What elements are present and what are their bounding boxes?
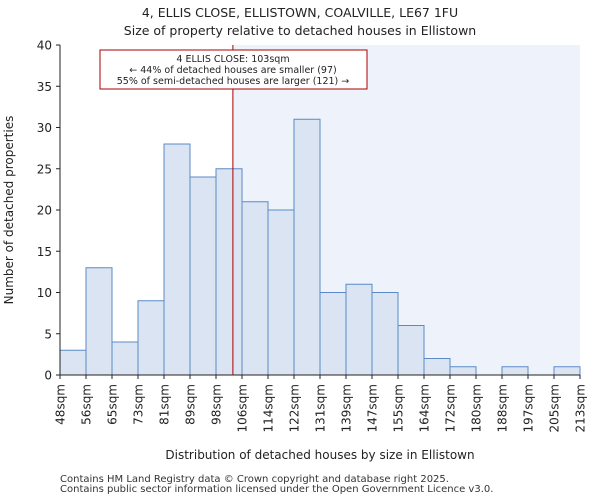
y-tick-label-35: 35 <box>37 80 52 94</box>
bar-65sqm <box>111 341 139 376</box>
annotation-box <box>99 49 368 90</box>
annotation-line-3: 55% of semi-detached houses are larger (… <box>117 76 350 87</box>
x-tick-label-73sqm: 73sqm <box>132 384 146 425</box>
x-tick-label-180sqm: 180sqm <box>470 384 484 432</box>
bar-155sqm <box>397 325 425 376</box>
y-tick-label-10: 10 <box>37 286 52 300</box>
x-tick-label-147sqm: 147sqm <box>366 384 380 432</box>
bar-89sqm <box>189 176 217 376</box>
bar-56sqm <box>85 267 113 376</box>
bar-73sqm <box>137 300 165 376</box>
x-axis-label: Distribution of detached houses by size … <box>165 448 474 462</box>
x-tick-label-114sqm: 114sqm <box>262 384 276 432</box>
x-tick-label-122sqm: 122sqm <box>288 384 302 432</box>
bar-114sqm <box>267 209 295 376</box>
y-tick-label-20: 20 <box>37 204 52 218</box>
y-tick-label-25: 25 <box>37 162 52 176</box>
y-tick-label-5: 5 <box>44 327 52 341</box>
x-tick-label-65sqm: 65sqm <box>106 384 120 425</box>
annotation-line-1: 4 ELLIS CLOSE: 103sqm <box>176 54 289 65</box>
x-tick-label-205sqm: 205sqm <box>548 384 562 432</box>
x-tick-label-56sqm: 56sqm <box>80 384 94 425</box>
x-tick-label-106sqm: 106sqm <box>236 384 250 432</box>
y-ticks-group: 0 5 10 15 20 25 30 35 40 <box>37 39 60 383</box>
x-tick-label-213sqm: 213sqm <box>574 384 588 432</box>
bar-98sqm <box>215 168 243 376</box>
x-tick-label-48sqm: 48sqm <box>54 384 68 425</box>
bar-131sqm <box>319 292 347 376</box>
x-tick-label-98sqm: 98sqm <box>210 384 224 425</box>
x-tick-label-89sqm: 89sqm <box>184 384 198 425</box>
bar-164sqm <box>423 358 451 376</box>
y-tick-label-40: 40 <box>37 39 52 53</box>
bars-group <box>59 118 581 376</box>
x-tick-label-155sqm: 155sqm <box>392 384 406 432</box>
y-tick-label-0: 0 <box>44 369 52 383</box>
x-tick-label-139sqm: 139sqm <box>340 384 354 432</box>
x-tick-label-188sqm: 188sqm <box>496 384 510 432</box>
bar-122sqm <box>293 118 321 376</box>
x-tick-label-197sqm: 197sqm <box>522 384 536 432</box>
x-tick-label-81sqm: 81sqm <box>158 384 172 425</box>
y-tick-label-15: 15 <box>37 245 52 259</box>
bar-172sqm <box>449 366 477 376</box>
chart-title: 4, ELLIS CLOSE, ELLISTOWN, COALVILLE, LE… <box>142 5 458 20</box>
bar-81sqm <box>163 143 191 376</box>
x-ticks-group: 48sqm 56sqm 65sqm 73sqm 81sqm 89sqm 98sqm 106sq… <box>54 375 588 432</box>
y-axis-label: Number of detached properties <box>2 116 16 305</box>
bar-139sqm <box>345 283 373 376</box>
x-tick-label-172sqm: 172sqm <box>444 384 458 432</box>
y-tick-label-30: 30 <box>37 121 52 135</box>
x-tick-label-131sqm: 131sqm <box>314 384 328 432</box>
bar-106sqm <box>241 201 269 376</box>
x-tick-label-164sqm: 164sqm <box>418 384 432 432</box>
annotation-line-2: ← 44% of detached houses are smaller (97… <box>129 65 336 76</box>
bar-48sqm <box>59 349 87 376</box>
footer-line-1: Contains HM Land Registry data © Crown c… <box>60 474 449 485</box>
footer-line-2: Contains public sector information licen… <box>60 484 494 495</box>
chart-subtitle: Size of property relative to detached ho… <box>124 23 476 38</box>
bar-205sqm <box>553 366 581 376</box>
bar-147sqm <box>371 292 399 376</box>
bar-188sqm <box>501 366 529 376</box>
